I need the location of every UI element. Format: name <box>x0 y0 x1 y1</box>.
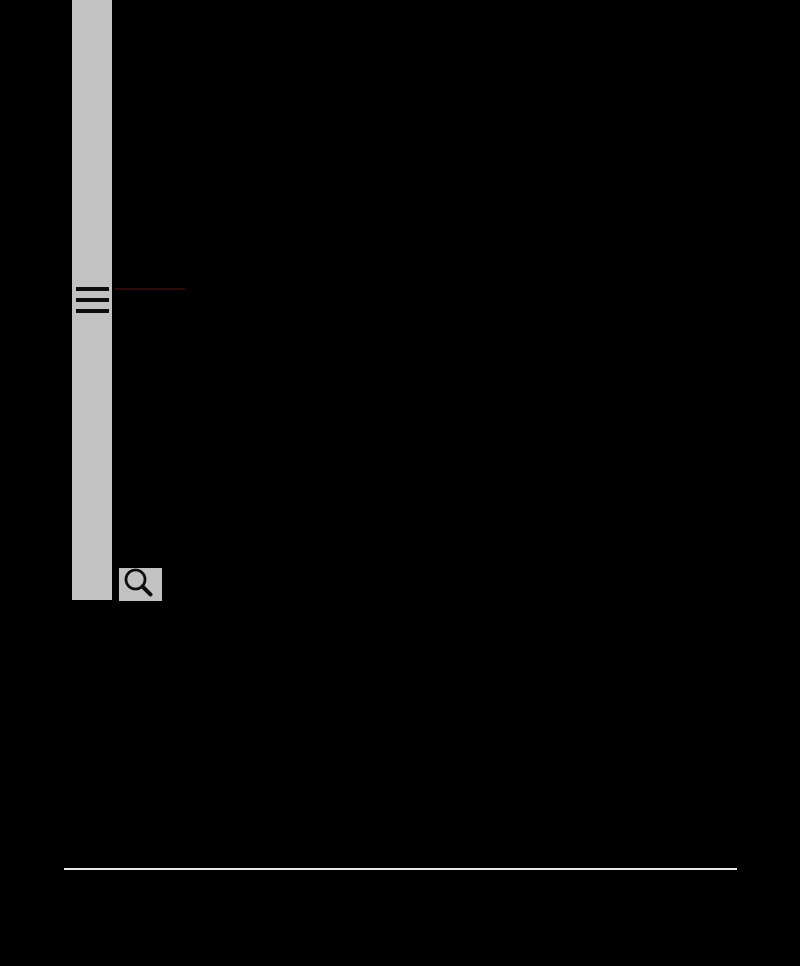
search-icon <box>119 568 162 601</box>
hamburger-menu-button[interactable] <box>76 287 109 313</box>
menu-bar-middle <box>76 298 109 302</box>
hamburger-menu-icon <box>76 287 109 313</box>
search-button[interactable] <box>119 568 162 601</box>
menu-bar-bottom <box>76 309 109 313</box>
footer-divider-line <box>64 868 737 870</box>
accent-streak <box>115 288 185 290</box>
menu-bar-top <box>76 287 109 291</box>
